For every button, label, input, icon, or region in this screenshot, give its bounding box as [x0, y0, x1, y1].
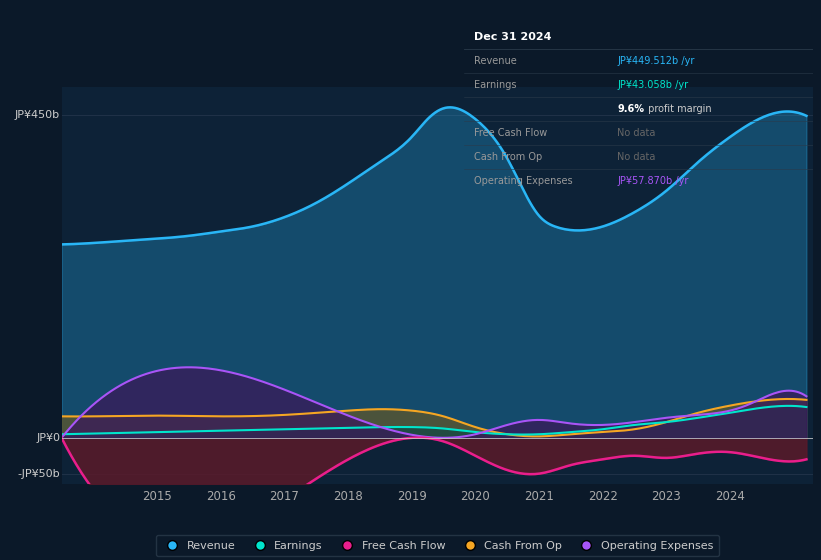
Text: JP¥450b: JP¥450b [15, 110, 60, 120]
Text: JP¥43.058b /yr: JP¥43.058b /yr [617, 80, 689, 90]
Text: -JP¥50b: -JP¥50b [17, 469, 60, 479]
Text: Earnings: Earnings [475, 80, 517, 90]
Text: JP¥57.870b /yr: JP¥57.870b /yr [617, 176, 689, 186]
Text: Revenue: Revenue [475, 56, 517, 66]
Text: profit margin: profit margin [645, 104, 712, 114]
Text: No data: No data [617, 128, 656, 138]
Legend: Revenue, Earnings, Free Cash Flow, Cash From Op, Operating Expenses: Revenue, Earnings, Free Cash Flow, Cash … [155, 535, 719, 557]
Text: Dec 31 2024: Dec 31 2024 [475, 32, 552, 42]
Text: JP¥0: JP¥0 [36, 433, 60, 443]
Text: JP¥449.512b /yr: JP¥449.512b /yr [617, 56, 695, 66]
Text: 9.6%: 9.6% [617, 104, 644, 114]
Text: No data: No data [617, 152, 656, 162]
Text: Free Cash Flow: Free Cash Flow [475, 128, 548, 138]
Text: Cash From Op: Cash From Op [475, 152, 543, 162]
Text: Operating Expenses: Operating Expenses [475, 176, 573, 186]
